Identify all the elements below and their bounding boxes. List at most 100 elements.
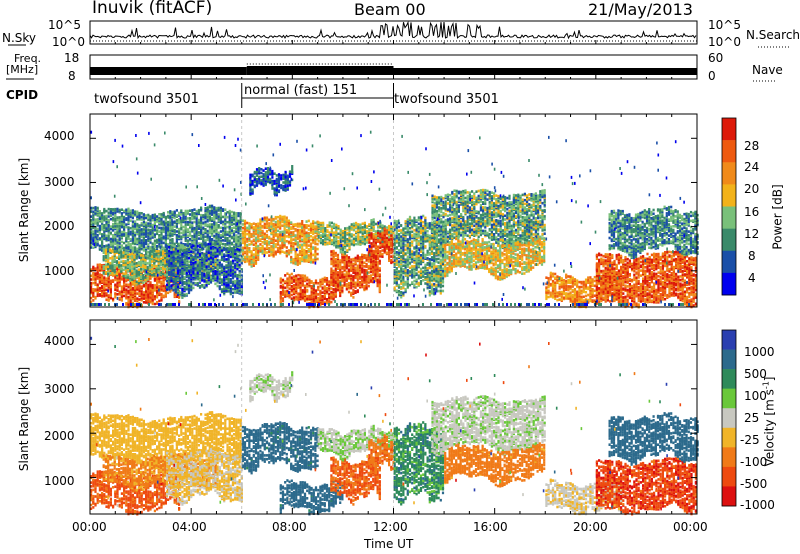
power-scatter-cell (201, 252, 203, 255)
power-scatter-cell (268, 225, 270, 228)
power-scatter-cell (219, 285, 221, 288)
power-scatter-cell (297, 296, 299, 299)
power-scatter-cell (293, 275, 295, 278)
power-scatter-cell (295, 283, 297, 286)
power-scatter-cell (218, 218, 220, 221)
power-scatter-cell (312, 225, 314, 228)
power-scatter-cell (103, 250, 105, 253)
power-scatter-cell (170, 246, 172, 249)
power-scatter-cell (127, 230, 129, 233)
power-scatter-cell (246, 233, 248, 236)
power-scatter-cell (97, 283, 99, 286)
power-scatter-cell (133, 267, 135, 270)
power-scatter-cell (152, 296, 154, 299)
power-scatter-cell (197, 267, 199, 270)
power-scatter-cell (277, 230, 279, 233)
power-scatter-cell (284, 227, 286, 230)
power-scatter-cell (114, 269, 116, 272)
power-scatter-cell (249, 176, 251, 179)
power-scatter-cell (237, 215, 239, 218)
power-scatter-cell (189, 233, 191, 236)
power-scatter-cell (312, 230, 314, 233)
power-scatter-cell (242, 249, 244, 252)
power-scatter-cell (306, 235, 308, 238)
power-scatter-cell (112, 213, 114, 216)
power-scatter-cell (314, 243, 316, 246)
power-scatter-cell (101, 241, 103, 244)
power-scatter-cell (134, 224, 136, 227)
power-scatter-cell (185, 221, 187, 224)
power-scatter-cell (246, 250, 248, 253)
power-scatter-cell (264, 226, 266, 229)
power-scatter-cell (291, 280, 293, 283)
power-scatter-cell (228, 278, 230, 281)
power-scatter-cell (199, 265, 201, 268)
power-scatter-cell (166, 284, 168, 287)
power-scatter-cell (212, 241, 214, 244)
power-scatter-cell (167, 227, 169, 230)
power-scatter-cell (131, 267, 133, 270)
power-scatter-cell (225, 282, 227, 285)
power-scatter-cell (335, 268, 337, 271)
power-scatter-cell (170, 251, 172, 254)
power-scatter-cell (204, 221, 206, 224)
power-scatter-cell (339, 270, 341, 273)
power-scatter-cell (339, 263, 341, 266)
power-scatter-cell (306, 239, 308, 242)
power-scatter-cell (299, 223, 301, 226)
power-scatter-cell (319, 295, 321, 298)
power-scatter-cell (317, 253, 319, 256)
power-scatter-cell (181, 291, 183, 294)
power-scatter-cell (254, 184, 256, 187)
power-scatter-cell (257, 245, 259, 248)
power-scatter-cell (312, 259, 314, 262)
power-scatter-cell (141, 285, 143, 288)
power-scatter-cell (330, 263, 332, 266)
power-scatter-cell (231, 242, 233, 245)
power-scatter-cell (179, 264, 181, 267)
power-scatter-cell (230, 278, 232, 281)
power-scatter-cell (147, 251, 149, 254)
power-scatter-cell (138, 298, 140, 301)
power-scatter-cell (111, 256, 113, 259)
power-scatter-cell (127, 262, 129, 265)
power-scatter-cell (291, 294, 293, 297)
power-scatter-cell (244, 235, 246, 238)
power-scatter-cell (322, 299, 324, 302)
power-scatter-cell (147, 222, 149, 225)
power-scatter-cell (163, 230, 165, 233)
power-scatter-cell (204, 207, 206, 210)
power-scatter-cell (256, 171, 258, 174)
power-scatter-cell (295, 228, 297, 231)
power-scatter-cell (195, 271, 197, 274)
power-scatter-cell (165, 231, 167, 234)
power-scatter-cell (127, 221, 129, 224)
power-scatter-cell (267, 176, 269, 179)
power-scatter-cell (284, 274, 286, 277)
power-scatter-cell (145, 296, 147, 299)
power-scatter-cell (163, 242, 165, 245)
power-scatter-cell (266, 225, 268, 228)
power-scatter-cell (179, 285, 181, 288)
power-scatter-cell (136, 262, 138, 265)
power-scatter-cell (144, 259, 146, 262)
power-scatter-cell (118, 251, 120, 254)
power-scatter-cell (101, 238, 103, 241)
power-scatter-cell (266, 217, 268, 220)
power-scatter-cell (121, 215, 123, 218)
power-scatter-cell (105, 281, 107, 284)
power-scatter-cell (273, 251, 275, 254)
power-scatter-cell (140, 264, 142, 267)
power-scatter-cell (143, 243, 145, 246)
power-scatter-cell (199, 280, 201, 283)
power-scatter-cell (177, 292, 179, 295)
power-scatter-cell (235, 237, 237, 240)
power-scatter-cell (94, 272, 96, 275)
power-scatter-cell (114, 231, 116, 234)
power-scatter-cell (103, 286, 105, 289)
power-scatter-cell (225, 284, 227, 287)
power-scatter-cell (339, 286, 341, 289)
power-scatter-cell (151, 270, 153, 273)
power-scatter-cell (201, 254, 203, 257)
